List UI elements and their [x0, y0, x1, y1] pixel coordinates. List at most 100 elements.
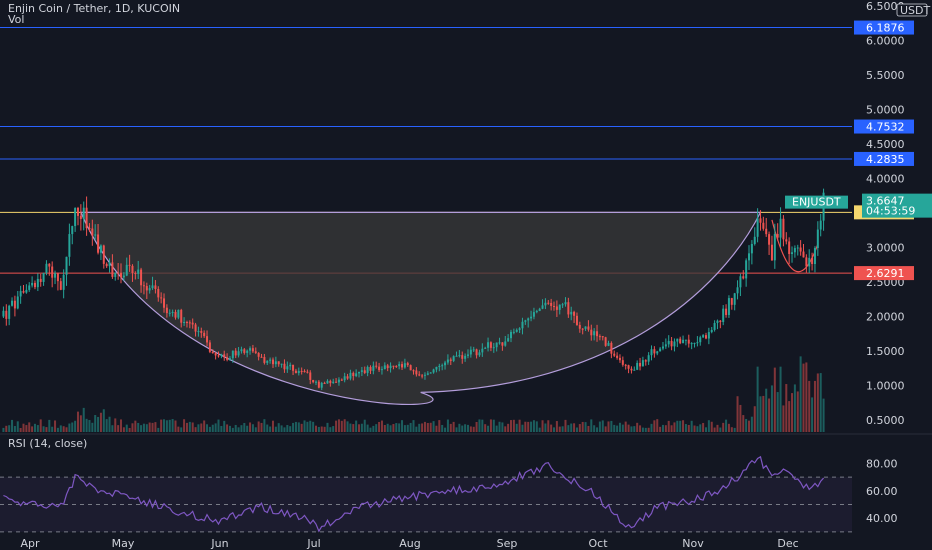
- candle[interactable]: [664, 344, 667, 347]
- candle[interactable]: [269, 359, 272, 361]
- candle[interactable]: [412, 370, 415, 372]
- candle[interactable]: [243, 349, 246, 353]
- candle[interactable]: [633, 369, 636, 371]
- candle[interactable]: [131, 265, 134, 274]
- candle[interactable]: [446, 359, 449, 363]
- candle[interactable]: [472, 349, 475, 351]
- candle[interactable]: [616, 355, 619, 358]
- candle[interactable]: [553, 305, 556, 307]
- candle[interactable]: [74, 207, 77, 227]
- candle[interactable]: [337, 379, 340, 383]
- candle[interactable]: [372, 365, 375, 371]
- candle[interactable]: [745, 260, 748, 279]
- candle[interactable]: [475, 349, 478, 356]
- candle[interactable]: [558, 304, 561, 310]
- candle[interactable]: [538, 308, 541, 312]
- candle[interactable]: [656, 351, 659, 354]
- candle[interactable]: [441, 365, 444, 367]
- candle[interactable]: [228, 358, 231, 360]
- candle[interactable]: [240, 349, 243, 352]
- candle[interactable]: [300, 370, 303, 372]
- candle[interactable]: [647, 355, 650, 362]
- candle[interactable]: [314, 381, 318, 383]
- candle[interactable]: [237, 351, 240, 356]
- candle[interactable]: [5, 310, 8, 319]
- candle[interactable]: [294, 370, 297, 373]
- candle[interactable]: [332, 381, 335, 384]
- candle[interactable]: [220, 354, 223, 356]
- candle[interactable]: [375, 365, 378, 367]
- candle[interactable]: [710, 329, 713, 333]
- candle[interactable]: [753, 236, 756, 244]
- candle[interactable]: [527, 318, 530, 321]
- candle[interactable]: [105, 263, 108, 267]
- candle[interactable]: [739, 276, 742, 288]
- candle[interactable]: [768, 234, 771, 245]
- candle[interactable]: [765, 228, 768, 235]
- candle[interactable]: [667, 340, 670, 345]
- candle[interactable]: [452, 356, 455, 361]
- candle[interactable]: [94, 234, 97, 236]
- candle[interactable]: [584, 326, 587, 329]
- candle[interactable]: [329, 380, 332, 384]
- candle[interactable]: [816, 229, 819, 249]
- candle[interactable]: [142, 285, 145, 287]
- candle[interactable]: [45, 263, 48, 273]
- candle[interactable]: [756, 218, 759, 237]
- candle[interactable]: [11, 300, 14, 306]
- candle[interactable]: [97, 234, 100, 253]
- candle[interactable]: [31, 282, 34, 286]
- candle[interactable]: [185, 322, 188, 324]
- candle[interactable]: [323, 382, 326, 384]
- candle[interactable]: [773, 233, 776, 261]
- candle[interactable]: [716, 320, 719, 323]
- candle[interactable]: [509, 331, 513, 339]
- candle[interactable]: [211, 351, 214, 354]
- candle[interactable]: [317, 381, 320, 388]
- candle[interactable]: [567, 302, 570, 315]
- candle[interactable]: [762, 222, 765, 229]
- candle[interactable]: [813, 248, 816, 265]
- candle[interactable]: [51, 266, 54, 278]
- candle[interactable]: [62, 274, 65, 290]
- candle[interactable]: [340, 379, 343, 381]
- price-pane[interactable]: [0, 27, 852, 432]
- rsi-pane[interactable]: [0, 433, 932, 533]
- symbol-tag[interactable]: ENJUSDT: [785, 195, 848, 209]
- candle[interactable]: [140, 269, 143, 286]
- price-level-tag[interactable]: 2.6291: [854, 266, 914, 281]
- candle[interactable]: [596, 331, 599, 337]
- candle[interactable]: [309, 372, 312, 380]
- candle[interactable]: [782, 218, 785, 240]
- candle[interactable]: [421, 375, 424, 377]
- candle[interactable]: [464, 355, 467, 359]
- candle[interactable]: [335, 381, 338, 383]
- candle[interactable]: [85, 207, 88, 229]
- candle[interactable]: [449, 359, 452, 361]
- candle[interactable]: [217, 355, 220, 357]
- candle[interactable]: [206, 336, 209, 343]
- candle[interactable]: [487, 342, 490, 348]
- candle[interactable]: [263, 357, 266, 363]
- candle[interactable]: [489, 342, 492, 348]
- candle[interactable]: [811, 257, 814, 265]
- candle[interactable]: [271, 359, 274, 365]
- candle[interactable]: [604, 337, 607, 346]
- candle[interactable]: [636, 362, 639, 370]
- candle[interactable]: [13, 300, 16, 309]
- candle[interactable]: [429, 372, 432, 374]
- candle[interactable]: [630, 368, 633, 371]
- candle[interactable]: [802, 251, 805, 258]
- candle[interactable]: [661, 346, 664, 349]
- candle[interactable]: [160, 297, 163, 299]
- candle[interactable]: [742, 276, 745, 279]
- candle[interactable]: [415, 370, 418, 375]
- candle[interactable]: [518, 328, 521, 330]
- candle[interactable]: [297, 370, 300, 373]
- candle[interactable]: [593, 331, 596, 336]
- candle[interactable]: [409, 365, 412, 371]
- candle[interactable]: [621, 360, 624, 365]
- candle[interactable]: [682, 339, 685, 344]
- candle[interactable]: [733, 293, 736, 305]
- candle[interactable]: [670, 340, 673, 347]
